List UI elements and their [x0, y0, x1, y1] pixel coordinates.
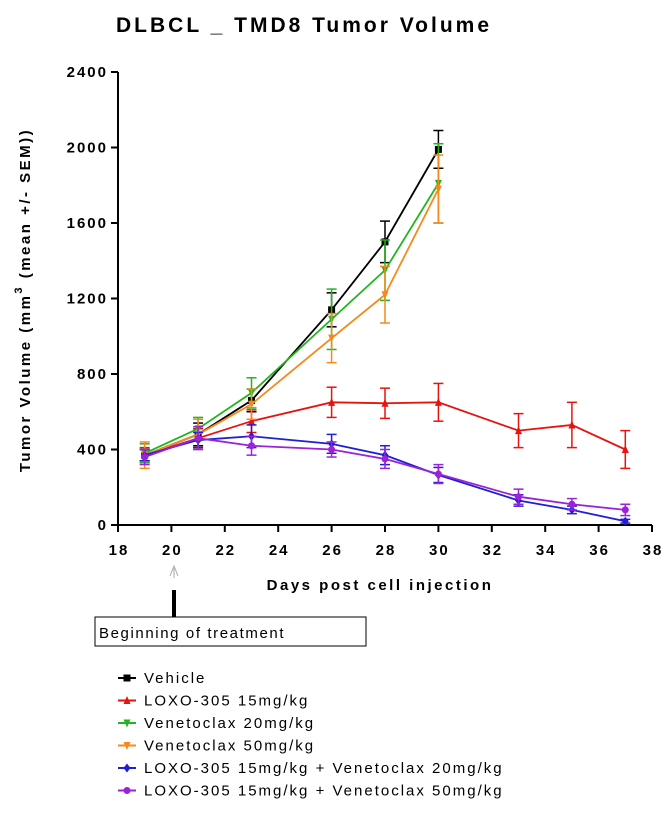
x-tick-label: 34	[536, 542, 557, 559]
data-point	[621, 445, 629, 453]
legend-marker	[123, 742, 131, 750]
x-tick-label: 20	[162, 542, 183, 559]
legend: Vehicle LOXO-305 15mg/kg Venetoclax 20mg/k…	[118, 670, 504, 800]
annotation-arrow-tip	[169, 564, 179, 577]
series-6	[139, 426, 631, 517]
data-point	[248, 416, 255, 425]
legend-item-6: LOXO-305 15mg/kg + Venetoclax 50mg/kg	[118, 783, 504, 800]
x-tick-label: 18	[109, 542, 130, 559]
legend-marker	[123, 787, 131, 794]
legend-label: Vehicle	[144, 670, 206, 687]
legend-label: Venetoclax 50mg/kg	[144, 738, 315, 755]
data-point	[434, 470, 442, 478]
x-tick-label: 24	[269, 542, 290, 559]
legend-item-2: LOXO-305 15mg/kg	[118, 693, 309, 710]
y-axis-label: Tumor Volume (mm3 (mean +/- SEM))	[13, 128, 34, 472]
series-line	[144, 188, 440, 457]
y-tick-label: 2400	[67, 64, 108, 81]
annotation-box	[94, 616, 367, 647]
data-point	[621, 506, 629, 514]
legend-label: LOXO-305 15mg/kg + Venetoclax 20mg/kg	[144, 760, 504, 777]
data-point	[248, 400, 255, 409]
legend-label: Venetoclax 20mg/kg	[144, 715, 315, 732]
series-4	[139, 154, 444, 470]
data-point	[434, 397, 442, 406]
data-point	[381, 291, 389, 300]
x-tick-label: 26	[322, 542, 343, 559]
legend-label: LOXO-305 15mg/kg	[144, 693, 309, 710]
data-point	[381, 398, 389, 407]
data-point	[434, 185, 442, 194]
y-tick-label: 0	[98, 517, 108, 534]
data-point	[328, 446, 336, 453]
data-point	[328, 334, 336, 343]
data-point	[568, 420, 576, 429]
x-tick-label: 22	[215, 542, 236, 559]
legend-marker	[123, 719, 131, 728]
x-axis-label: Days post cell injection	[267, 577, 494, 594]
data-point	[621, 516, 629, 526]
x-tick-label: 30	[429, 542, 450, 559]
legend-marker	[123, 674, 131, 682]
legend-label: LOXO-305 15mg/kg + Venetoclax 50mg/kg	[144, 783, 504, 800]
y-axis-label-main: Tumor Volume (mm	[17, 294, 34, 473]
series-line	[144, 148, 440, 457]
data-point	[141, 453, 149, 461]
legend-marker	[123, 696, 131, 704]
annotation-text: Beginning of treatment	[99, 625, 285, 642]
legend-item-3: Venetoclax 20mg/kg	[118, 715, 315, 732]
data-point	[248, 442, 255, 450]
axes: 0 400 800 1200 1600 2000 2400 18 20 22 24 26 28 30 32 3…	[67, 64, 664, 559]
legend-item-4: Venetoclax 50mg/kg	[118, 738, 315, 755]
chart-title: DLBCL _ TMD8 Tumor Volume	[116, 14, 492, 37]
data-point	[381, 455, 389, 463]
series-layer	[139, 129, 631, 526]
x-tick-label: 28	[376, 542, 397, 559]
legend-marker	[123, 763, 131, 773]
y-axis-label-end: (mean +/- SEM))	[17, 128, 34, 285]
legend-item-5: LOXO-305 15mg/kg + Venetoclax 20mg/kg	[118, 760, 504, 777]
x-tick-label: 32	[482, 542, 503, 559]
legend-item-1: Vehicle	[118, 670, 206, 687]
data-point	[515, 493, 522, 501]
data-point	[194, 434, 202, 442]
x-tick-label: 36	[589, 542, 610, 559]
series-3	[139, 142, 444, 464]
data-point	[568, 500, 576, 508]
y-tick-label: 1600	[67, 215, 108, 232]
y-tick-label: 2000	[67, 140, 108, 157]
y-axis-label-superscript: 3	[13, 285, 25, 294]
series-line	[144, 182, 440, 455]
y-tick-label: 1200	[67, 291, 108, 308]
data-point	[328, 397, 336, 406]
x-tick-label: 38	[643, 542, 664, 559]
y-tick-label: 400	[77, 442, 108, 459]
y-tick-label: 800	[77, 366, 108, 383]
data-point	[515, 426, 522, 435]
treatment-annotation: Beginning of treatment	[94, 564, 367, 647]
